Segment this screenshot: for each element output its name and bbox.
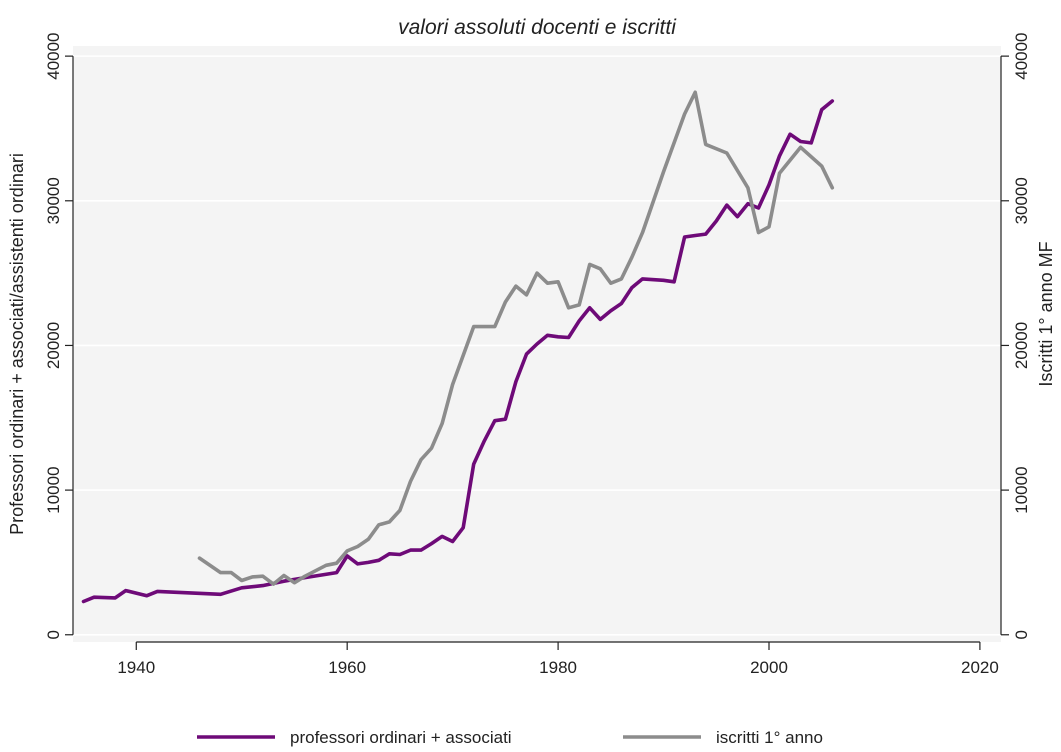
y-axis-right-label: Iscritti 1° anno MF: [1036, 241, 1056, 386]
y-left-tick-label: 10000: [44, 466, 63, 513]
y-left-tick-label: 30000: [44, 177, 63, 224]
series-lines: [81, 90, 835, 604]
y-right-tick-label: 10000: [1012, 466, 1031, 513]
y-axis-left-label: Professori ordinari + associati/assisten…: [7, 153, 27, 535]
series-line-2: [197, 90, 835, 586]
x-tick-label: 1940: [117, 658, 155, 677]
chart-title: valori assoluti docenti e iscritti: [398, 16, 677, 39]
y-right-tick-label: 40000: [1012, 32, 1031, 79]
y-right-tick-label: 20000: [1012, 322, 1031, 369]
y-right-tick-label: 30000: [1012, 177, 1031, 224]
legend: professori ordinari + associati iscritti …: [197, 728, 823, 747]
y-left-tick-label: 0: [44, 630, 63, 639]
y-left-tick-label: 40000: [44, 32, 63, 79]
x-tick-label: 1960: [328, 658, 366, 677]
axes: 1940 1960 1980 2000 2020 0 10000 20000 30000 4000…: [44, 32, 1031, 677]
series-line-1: [81, 99, 835, 604]
legend-label: professori ordinari + associati: [290, 728, 512, 747]
x-tick-label: 1980: [539, 658, 577, 677]
y-right-tick-label: 0: [1012, 630, 1031, 639]
x-tick-label: 2000: [750, 658, 788, 677]
y-left-tick-label: 20000: [44, 322, 63, 369]
legend-label: iscritti 1° anno: [716, 728, 823, 747]
x-tick-label: 2020: [961, 658, 999, 677]
